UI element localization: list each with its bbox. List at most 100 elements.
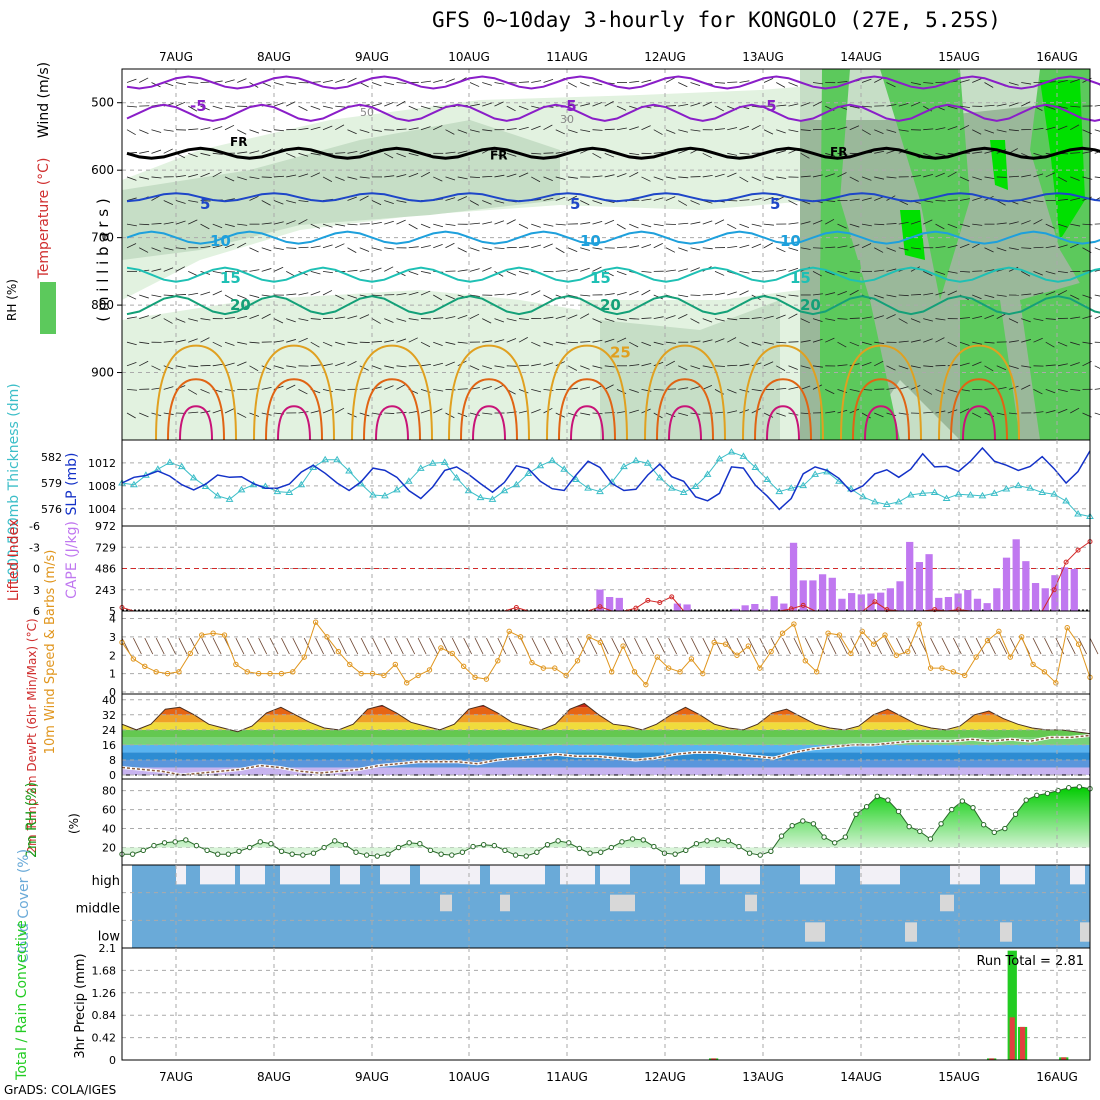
wind-barb <box>1045 364 1056 367</box>
wind-barb <box>800 152 810 159</box>
wind-barb <box>690 102 701 107</box>
rh-point <box>587 850 593 856</box>
temperature-contour <box>864 405 898 441</box>
wind-barb <box>371 294 382 297</box>
wind-barb <box>776 129 786 134</box>
wind-barb <box>930 637 939 655</box>
wind-barb <box>237 315 248 319</box>
wind-barb <box>751 124 761 131</box>
wind-barb <box>163 386 174 390</box>
wind-barb <box>224 243 235 249</box>
wind-barb <box>641 317 652 319</box>
wind-barb <box>972 270 983 272</box>
wind-barb <box>690 365 701 370</box>
wind-barb <box>604 101 614 107</box>
wind-barb <box>543 223 554 227</box>
wind-barb <box>947 290 958 296</box>
wind-barb <box>984 129 995 134</box>
wind-barb <box>629 223 639 229</box>
thickness-point <box>942 494 951 501</box>
wind-barb <box>322 80 333 83</box>
rh-point <box>449 852 455 858</box>
wind-barb <box>788 412 799 416</box>
wind-barb <box>335 243 345 249</box>
wind-barb <box>396 200 407 203</box>
wind-speed-point <box>255 670 262 677</box>
wind-barb <box>273 221 284 225</box>
wind-barb <box>482 221 493 225</box>
wind-barb <box>212 152 223 155</box>
li-point <box>669 594 675 600</box>
wind-barb <box>567 176 578 179</box>
wind-barb <box>151 365 161 371</box>
rh-point <box>736 843 742 850</box>
wind-barb <box>1021 339 1031 343</box>
day-label-bottom: 11AUG <box>546 1070 588 1084</box>
wind-barb <box>972 294 982 300</box>
wind-barb <box>1057 176 1068 182</box>
wind-barb <box>249 176 260 180</box>
wind-barb <box>1078 637 1087 655</box>
wind-barb <box>518 105 529 111</box>
wind-barb <box>531 363 542 367</box>
wind-barb <box>175 82 186 85</box>
thickness-tick-label: 579 <box>41 477 62 490</box>
day-label-bottom: 16AUG <box>1036 1070 1078 1084</box>
rh-point <box>853 811 859 818</box>
rh-point <box>140 847 146 854</box>
wind-speed-point <box>449 650 455 657</box>
rh-area <box>122 786 1090 857</box>
temperature-contour <box>126 266 1100 283</box>
wind-barb <box>347 294 358 299</box>
cape-bar <box>944 597 953 611</box>
wind-barb <box>1021 174 1032 178</box>
wind-barb <box>629 245 640 249</box>
wind-barb <box>384 82 395 86</box>
temperature-contour <box>265 378 323 441</box>
wind-barb <box>861 243 872 249</box>
wind-barb <box>555 196 566 201</box>
wind-barb <box>188 389 198 395</box>
wind-barb <box>359 195 369 201</box>
wind-barb <box>298 389 308 395</box>
day-label-top: 7AUG <box>159 50 193 64</box>
cape-bar <box>848 593 856 611</box>
wind-barb <box>469 365 480 371</box>
wind-speed-point <box>426 667 433 673</box>
wind-barb <box>420 126 431 131</box>
cape-bar <box>751 604 759 611</box>
wind-barb <box>665 341 676 344</box>
thickness-point <box>799 481 808 489</box>
thickness-point <box>201 482 210 489</box>
wind-speed-point <box>768 648 774 655</box>
wind-barb <box>1033 337 1043 343</box>
wind-barb <box>616 246 627 249</box>
wind-barb <box>273 175 285 178</box>
wind-barb <box>249 129 260 134</box>
wind-barb <box>947 244 958 249</box>
wind-barb <box>396 174 407 178</box>
wind-barb <box>286 384 296 390</box>
wind-barb <box>261 82 272 87</box>
wind-barb <box>1008 221 1019 225</box>
wind-barb <box>759 637 769 655</box>
wind-barb <box>175 339 186 343</box>
wind-barb <box>678 149 688 154</box>
day-label-bottom: 14AUG <box>840 1070 882 1084</box>
rh2m-axis-label: 2m RH (%) <box>24 782 40 858</box>
rh-shading <box>1020 280 1090 440</box>
wind-barb <box>139 176 150 180</box>
wind-barb <box>837 172 847 178</box>
wind-barb <box>910 101 921 107</box>
li-point <box>884 607 890 613</box>
wind-barb <box>310 105 321 110</box>
temperature-contour <box>570 405 604 441</box>
thickness-point <box>667 484 676 491</box>
rh-point <box>789 822 795 829</box>
wind-barb <box>825 127 836 131</box>
wind-barb <box>691 637 700 655</box>
cloud-row-label: high <box>92 874 120 889</box>
upper-air-panel: 500 600 700 800 900 -5 -5 -5 5 5 5 10 10 10 15 15 15 20 20… <box>91 68 1100 441</box>
wind-barb <box>837 152 848 156</box>
wind-barb <box>359 149 370 154</box>
